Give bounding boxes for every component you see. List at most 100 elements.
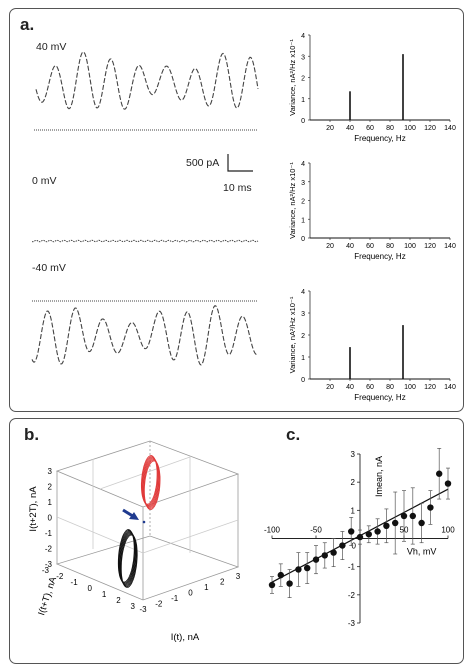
- spectrum-y-tick-label: 2: [301, 333, 305, 340]
- attractor-loop-40mv: [140, 455, 161, 510]
- z-tick-label: -2: [45, 545, 53, 554]
- spectrum-y-tick-label: 2: [301, 76, 305, 83]
- x-tick-label: 2: [220, 578, 225, 587]
- spectrum-plot-40mv: 0 1 2 3 4 20 40 60 80 100 120 140 Frequency, Hz Varia…: [288, 33, 456, 143]
- y-tick-label: 2: [116, 596, 121, 605]
- spectrum-x-tick-label: 40: [346, 384, 354, 391]
- y-tick-label: -3: [42, 566, 50, 575]
- iv-data-point: [268, 581, 276, 589]
- spectrum-y-label: Variance, nA²/Hz x10⁻¹: [288, 162, 297, 239]
- attractor-loop-minus40mv: [117, 529, 138, 588]
- iv-data-point: [312, 556, 320, 563]
- spectrum-x-tick-label: 80: [386, 125, 394, 132]
- spectrum-x-tick-label: 100: [404, 125, 416, 132]
- iv-data-point: [444, 480, 452, 487]
- spectrum-x-tick-label: 140: [444, 125, 456, 132]
- x-tick-label: 3: [236, 572, 241, 581]
- panel-bc: b. c. 3 2 1 0 -1 -2 -3 -3 -2 -1 0 1 2 3 -3 -2 -1 0 1 2 3 I(t…: [9, 418, 464, 664]
- spectrum-x-tick-label: 60: [366, 243, 374, 250]
- trace-label-0mv: 0 mV: [32, 175, 57, 187]
- iv-data-point: [304, 564, 311, 572]
- iv-data-point: [356, 533, 364, 541]
- x-tick-label: -3: [139, 605, 147, 614]
- x-tick-label: 0: [188, 589, 193, 598]
- scalebar-current-label: 500 pA: [186, 157, 220, 169]
- spectrum-x-tick-label: 20: [326, 125, 334, 132]
- iv-x-tick-label: 100: [441, 526, 455, 535]
- z-tick-label: -3: [45, 560, 53, 569]
- z-axis-label: I(t+2T), nA: [28, 486, 39, 532]
- iv-data-point: [374, 528, 381, 535]
- spectrum-plot-0mv: 0 1 2 3 4 20 40 60 80 100 120 140 Frequency, Hz Varia…: [288, 161, 456, 261]
- attractor-loop: [120, 534, 138, 588]
- iv-data-point: [409, 512, 416, 520]
- x-axis-label: I(t), nA: [171, 632, 200, 643]
- iv-data-point: [339, 542, 346, 549]
- spectrum-y-tick-label: 1: [301, 97, 305, 104]
- spectrum-x-tick-label: 60: [366, 125, 374, 132]
- spectrum-y-tick-label: 1: [301, 217, 305, 224]
- spectrum-y-tick-label: 0: [301, 236, 305, 243]
- iv-x-tick-label: -50: [310, 526, 322, 535]
- current-trace-40mv: [35, 51, 259, 110]
- iv-y-tick-label: -3: [348, 619, 356, 628]
- panel-a: a. 40 mV 0 mV -40 mV 500 pA 10 ms 0 1 2 3 4 2…: [9, 8, 464, 412]
- spectrum-y-tick-label: 1: [301, 355, 305, 362]
- trace-label-minus40mv: -40 mV: [32, 262, 66, 274]
- x-tick-label: -1: [171, 594, 179, 603]
- spectrum-x-tick-label: 140: [444, 384, 456, 391]
- spectrum-x-tick-label: 20: [326, 384, 334, 391]
- y-tick-label: -1: [71, 578, 79, 587]
- iv-data-point: [286, 580, 293, 587]
- iv-data-point: [330, 549, 337, 556]
- spectrum-x-tick-label: 20: [326, 243, 334, 250]
- iv-data-point: [365, 531, 372, 538]
- iv-y-tick-label: -2: [348, 591, 356, 600]
- iv-data-point: [418, 519, 425, 527]
- spectrum-x-tick-label: 120: [424, 125, 436, 132]
- spectrum-x-label: Frequency, Hz: [354, 134, 405, 143]
- z-tick-label: 1: [48, 498, 53, 507]
- arrow-head-icon: [129, 512, 139, 520]
- iv-data-point: [383, 522, 390, 530]
- x-tick-label: 1: [204, 583, 209, 592]
- y-tick-label: -2: [56, 572, 64, 581]
- attractor-loop: [143, 460, 161, 510]
- spectrum-y-tick-label: 0: [301, 377, 305, 384]
- spectrum-x-tick-label: 40: [346, 125, 354, 132]
- spectrum-x-label: Frequency, Hz: [354, 393, 405, 402]
- z-tick-label: -1: [45, 529, 53, 538]
- spectrum-y-label: Variance, nA²/Hz x10⁻¹: [288, 296, 297, 373]
- y-axis-label: I(t+T), nA: [36, 575, 59, 617]
- iv-y-tick-label: -1: [348, 563, 356, 572]
- spectrum-y-tick-label: 3: [301, 54, 305, 61]
- y-tick-label: 0: [88, 584, 93, 593]
- current-trace-minus40mv: [31, 305, 259, 366]
- panel-c-label: c.: [286, 425, 301, 444]
- spectrum-x-tick-label: 80: [386, 384, 394, 391]
- iv-data-point: [295, 566, 302, 573]
- iv-x-tick-label: -100: [264, 526, 281, 535]
- panel-b-label: b.: [24, 425, 40, 444]
- spectrum-x-tick-label: 60: [366, 384, 374, 391]
- spectrum-x-tick-label: 40: [346, 243, 354, 250]
- spectrum-x-tick-label: 80: [386, 243, 394, 250]
- z-tick-label: 0: [48, 514, 53, 523]
- spectrum-y-tick-label: 2: [301, 199, 305, 206]
- iv-y-label: Imean, nA: [374, 456, 384, 497]
- y-tick-label: 3: [131, 602, 136, 611]
- iv-data-point: [400, 512, 408, 520]
- iv-y-tick-label: 2: [351, 478, 356, 487]
- current-trace-0mv: [31, 239, 259, 243]
- z-tick-label: 2: [48, 483, 53, 492]
- trace-label-40mv: 40 mV: [36, 41, 67, 53]
- iv-data-point: [277, 571, 284, 579]
- iv-data-point: [436, 470, 443, 477]
- origin-dot: [142, 520, 146, 524]
- scale-bar: [227, 154, 253, 172]
- iv-y-tick-label: 1: [351, 506, 356, 515]
